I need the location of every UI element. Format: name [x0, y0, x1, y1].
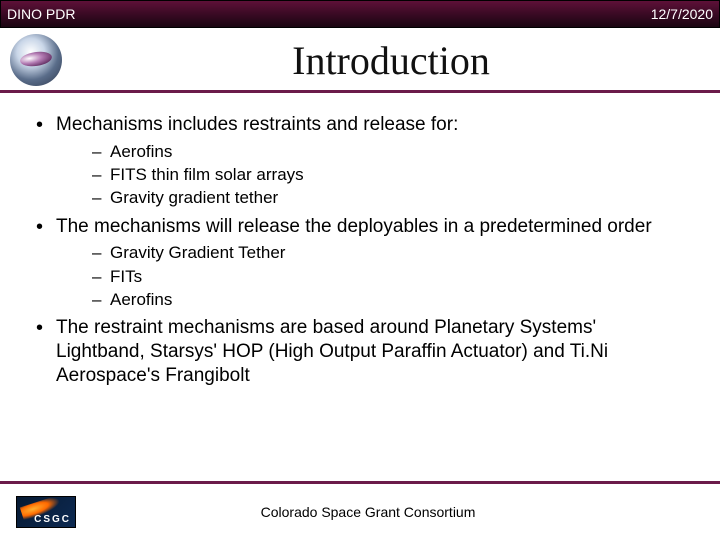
bullet-text: The restraint mechanisms are based aroun…	[56, 317, 608, 386]
bullet-text: The mechanisms will release the deployab…	[56, 216, 652, 237]
sub-item: Aerofins	[56, 289, 690, 310]
bullet-item: The restraint mechanisms are based aroun…	[30, 316, 690, 387]
header-bar: DINO PDR 12/7/2020	[0, 0, 720, 28]
bullet-list: Mechanisms includes restraints and relea…	[30, 113, 690, 387]
title-row: Introduction	[0, 28, 720, 90]
sub-item: FITS thin film solar arrays	[56, 164, 690, 185]
sub-item: Gravity Gradient Tether	[56, 242, 690, 263]
bullet-item: Mechanisms includes restraints and relea…	[30, 113, 690, 209]
sub-item: Gravity gradient tether	[56, 187, 690, 208]
footer-org: Colorado Space Grant Consortium	[92, 504, 704, 520]
bullet-text: Mechanisms includes restraints and relea…	[56, 114, 458, 135]
bullet-item: The mechanisms will release the deployab…	[30, 215, 690, 311]
title-underline	[0, 90, 720, 93]
content-area: Mechanisms includes restraints and relea…	[0, 103, 720, 481]
sub-list: Gravity Gradient Tether FITs Aerofins	[56, 242, 690, 310]
footer: Colorado Space Grant Consortium	[0, 484, 720, 540]
sub-item: FITs	[56, 266, 690, 287]
project-logo-icon	[10, 34, 62, 86]
slide: DINO PDR 12/7/2020 Introduction Mechanis…	[0, 0, 720, 540]
header-left: DINO PDR	[7, 6, 75, 22]
header-date: 12/7/2020	[651, 6, 713, 22]
sub-list: Aerofins FITS thin film solar arrays Gra…	[56, 141, 690, 209]
slide-title: Introduction	[76, 37, 706, 84]
sub-item: Aerofins	[56, 141, 690, 162]
csgc-logo-icon	[16, 496, 76, 528]
